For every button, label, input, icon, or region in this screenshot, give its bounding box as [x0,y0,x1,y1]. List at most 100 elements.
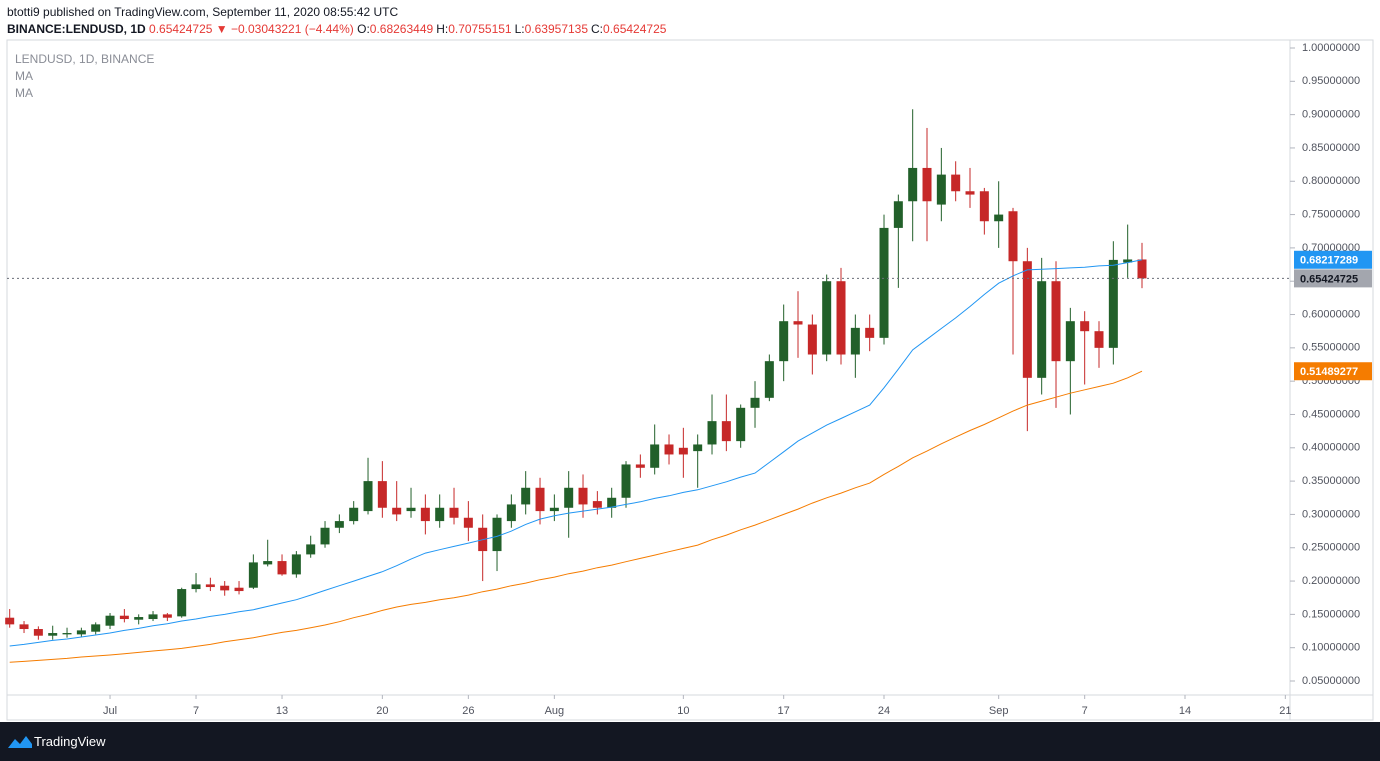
candle-body [850,327,860,355]
candle-body [105,615,115,626]
y-tick-label: 0.75000000 [1302,208,1360,220]
candle-body [62,633,72,635]
ohlc-value: 0.68263449 [369,22,434,36]
candle-body [420,507,430,522]
candle-body [449,507,459,518]
candle-body [965,191,975,195]
candle-body [578,487,588,505]
candle-body [33,629,43,636]
y-tick-label: 0.90000000 [1302,109,1360,121]
y-tick-label: 0.15000000 [1302,608,1360,620]
candle-body [951,174,961,192]
candle-body [48,633,58,636]
candle-body [306,544,316,555]
candle-body [435,507,445,522]
ohlc-key: O: [357,22,370,36]
candle-body [463,517,473,528]
candle-body [879,227,889,338]
candle-body [1137,259,1147,279]
logo-icon [8,736,32,748]
candle-body [492,517,502,552]
candle-body [707,421,717,445]
candle-body [91,624,101,632]
x-tick-label: 7 [1082,705,1088,717]
candle-body [5,617,15,625]
candle-body [908,167,918,202]
legend-entry: LENDUSD, 1D, BINANCE [15,52,154,66]
candle-body [506,504,516,522]
candle-body [592,501,602,508]
candle-body [678,447,688,455]
candle-body [721,421,731,442]
x-tick-label: Aug [545,705,565,717]
candle-body [664,444,674,455]
candle-body [377,481,387,508]
candle-body [779,321,789,362]
header: btotti9 published on TradingView.com, Se… [7,4,666,38]
candle-body [134,617,144,620]
ohlc-key: L: [514,22,525,36]
y-tick-label: 0.20000000 [1302,575,1360,587]
candle-body [1051,281,1061,362]
x-tick-label: 21 [1279,705,1291,717]
x-tick-label: 24 [878,705,890,717]
candle-body [549,507,559,512]
price-tag-label: 0.65424725 [1300,273,1358,285]
candle-body [148,614,158,620]
candle-body [1008,211,1018,262]
x-tick-label: Sep [989,705,1009,717]
candle-body [191,584,201,590]
logo-shape [8,736,32,748]
footer: TradingView [0,722,1380,761]
y-tick-label: 0.25000000 [1302,542,1360,554]
candle-body [162,614,172,618]
candle-body [1108,259,1118,348]
candle-body [220,585,230,591]
candle-body [277,561,287,575]
x-tick-label: 7 [193,705,199,717]
candle-body [1022,261,1032,378]
candle-body [793,321,803,325]
price-tag [1294,250,1372,269]
y-tick-label: 0.45000000 [1302,408,1360,420]
chart: 0.05000000 0.10000000 0.15000000 0.20000000… [5,39,1374,721]
candle-body [750,397,760,408]
x-tick-label: Jul [103,705,117,717]
y-tick-label: 0.40000000 [1302,442,1360,454]
candle-body [205,584,215,588]
candle-body [979,191,989,222]
last-price: 0.65424725 [149,22,213,36]
ohlc-key: C: [591,22,604,36]
publisher: btotti9 published on TradingView.com, Se… [7,5,399,19]
ma-line [9,259,1143,647]
price-tag [1294,362,1372,381]
y-tick-label: 1.00000000 [1302,42,1360,54]
candle-body [893,201,903,228]
y-tick-label: 0.60000000 [1302,308,1360,320]
candle-body [392,507,402,515]
chart-frame [6,39,1374,721]
candle-body [1094,331,1104,348]
candle-body [119,615,129,620]
symbol: BINANCE:LENDUSD, 1D [7,22,146,36]
candle-body [291,554,301,575]
x-tick-label: 17 [778,705,790,717]
x-tick-label: 10 [677,705,689,717]
y-tick-label: 0.55000000 [1302,342,1360,354]
candle-body [693,444,703,452]
candle-body [621,464,631,498]
price-tag-label: 0.51489277 [1300,366,1358,378]
candle-body [607,497,617,508]
candle-body [521,487,531,505]
ohlc-key: H: [436,22,449,36]
y-tick-label: 0.80000000 [1302,175,1360,187]
candle-body [922,167,932,202]
x-tick-label: 20 [376,705,388,717]
x-tick-label: 13 [276,705,288,717]
candle-body [320,527,330,545]
candle-body [1037,281,1047,378]
candle-body [564,487,574,508]
candle-body [535,487,545,512]
y-tick-label: 0.30000000 [1302,508,1360,520]
